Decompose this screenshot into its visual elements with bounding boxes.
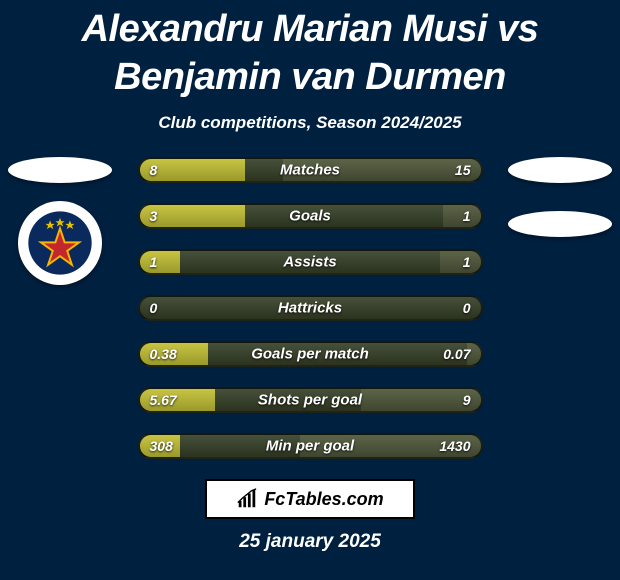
player-left-club-badge [18,201,102,285]
stat-value-left: 1 [150,254,158,270]
stat-value-right: 1 [463,208,471,224]
stat-row: 8 15 Matches [138,157,483,183]
stat-label: Matches [280,162,340,179]
stat-row: 308 1430 Min per goal [138,433,483,459]
stat-label: Assists [283,254,336,271]
stat-value-right: 9 [463,392,471,408]
stat-value-right: 15 [455,162,471,178]
player-left-flag-placeholder [8,157,112,183]
stat-bars: 8 15 Matches 3 1 Goals 1 1 Assists 0 0 Hattricks 0.3… [138,157,483,459]
stat-value-left: 308 [150,438,173,454]
stat-value-right: 0.07 [443,346,470,362]
comparison-panel: 8 15 Matches 3 1 Goals 1 1 Assists 0 0 Hattricks 0.3… [0,157,620,459]
stat-label: Hattricks [278,300,342,317]
chart-icon [236,488,258,510]
stat-row: 1 1 Assists [138,249,483,275]
stat-value-right: 1430 [439,438,470,454]
stat-value-left: 5.67 [150,392,177,408]
stat-value-right: 1 [463,254,471,270]
stat-row: 0.38 0.07 Goals per match [138,341,483,367]
stat-label: Goals per match [251,346,369,363]
stat-row: 3 1 Goals [138,203,483,229]
stat-value-left: 0 [150,300,158,316]
stat-bar-right [440,251,481,273]
player-right-flag-placeholder [508,157,612,183]
stat-row: 5.67 9 Shots per goal [138,387,483,413]
stat-row: 0 0 Hattricks [138,295,483,321]
stat-label: Shots per goal [258,392,362,409]
stat-bar-left [140,251,181,273]
stat-label: Min per goal [266,438,354,455]
player-right-club-placeholder [508,211,612,237]
subtitle: Club competitions, Season 2024/2025 [0,113,620,133]
stat-value-right: 0 [463,300,471,316]
source-logo: FcTables.com [205,479,415,519]
source-logo-text: FcTables.com [264,489,383,510]
stat-value-left: 8 [150,162,158,178]
snapshot-date: 25 january 2025 [0,531,620,553]
page-title: Alexandru Marian Musi vs Benjamin van Du… [0,0,620,101]
club-badge-icon [27,210,93,276]
stat-value-left: 3 [150,208,158,224]
stat-value-left: 0.38 [150,346,177,362]
stat-label: Goals [289,208,331,225]
